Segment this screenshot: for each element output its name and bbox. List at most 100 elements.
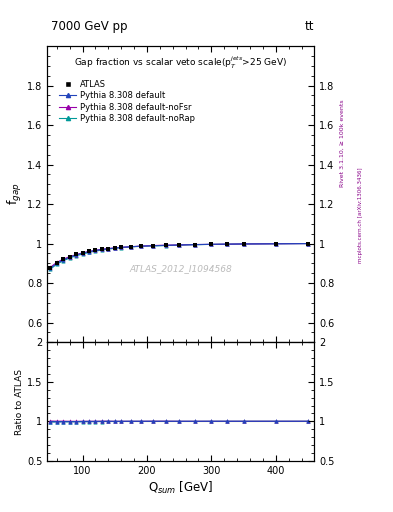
Pythia 8.308 default-noRap — [151, 243, 156, 249]
Pythia 8.308 default — [80, 250, 85, 257]
Pythia 8.308 default-noFsr — [209, 241, 214, 247]
Pythia 8.308 default-noRap — [93, 248, 98, 254]
Pythia 8.308 default-noRap — [209, 241, 214, 247]
Pythia 8.308 default — [112, 245, 117, 251]
ATLAS — [151, 243, 156, 249]
Pythia 8.308 default — [119, 244, 123, 250]
Y-axis label: Ratio to ATLAS: Ratio to ATLAS — [15, 369, 24, 435]
Pythia 8.308 default-noFsr — [93, 247, 98, 253]
Pythia 8.308 default — [74, 252, 79, 258]
Pythia 8.308 default-noRap — [48, 266, 53, 272]
Line: ATLAS: ATLAS — [48, 241, 310, 270]
Pythia 8.308 default-noFsr — [106, 245, 111, 251]
ATLAS — [87, 248, 92, 254]
Line: Pythia 8.308 default: Pythia 8.308 default — [49, 242, 310, 270]
Pythia 8.308 default-noFsr — [99, 246, 104, 252]
ATLAS — [225, 241, 230, 247]
Pythia 8.308 default-noFsr — [80, 250, 85, 256]
Pythia 8.308 default — [177, 242, 182, 248]
Pythia 8.308 default-noRap — [55, 261, 59, 267]
ATLAS — [48, 265, 53, 271]
Text: Rivet 3.1.10, ≥ 100k events: Rivet 3.1.10, ≥ 100k events — [340, 99, 345, 187]
ATLAS — [112, 245, 117, 251]
Pythia 8.308 default-noFsr — [87, 248, 92, 254]
Text: 7000 GeV pp: 7000 GeV pp — [51, 20, 128, 33]
ATLAS — [80, 250, 85, 256]
Pythia 8.308 default-noRap — [61, 258, 66, 264]
ATLAS — [164, 242, 169, 248]
Pythia 8.308 default-noFsr — [193, 242, 198, 248]
ATLAS — [55, 260, 59, 266]
Pythia 8.308 default-noFsr — [55, 259, 59, 265]
ATLAS — [67, 253, 72, 260]
Line: Pythia 8.308 default-noFsr: Pythia 8.308 default-noFsr — [49, 242, 310, 269]
Pythia 8.308 default-noFsr — [225, 241, 230, 247]
Pythia 8.308 default — [209, 241, 214, 247]
Pythia 8.308 default-noFsr — [74, 251, 79, 258]
Pythia 8.308 default-noRap — [67, 255, 72, 261]
ATLAS — [193, 242, 198, 248]
Pythia 8.308 default-noRap — [177, 242, 182, 248]
Pythia 8.308 default-noFsr — [177, 242, 182, 248]
Y-axis label: f$_{gap}$: f$_{gap}$ — [6, 183, 24, 205]
Pythia 8.308 default — [67, 254, 72, 260]
Pythia 8.308 default-noFsr — [112, 245, 117, 251]
Pythia 8.308 default — [99, 246, 104, 252]
Pythia 8.308 default-noRap — [106, 246, 111, 252]
Pythia 8.308 default-noFsr — [48, 264, 53, 270]
ATLAS — [177, 242, 182, 248]
Pythia 8.308 default — [129, 244, 133, 250]
Pythia 8.308 default — [241, 241, 246, 247]
Pythia 8.308 default-noRap — [193, 242, 198, 248]
Pythia 8.308 default-noFsr — [164, 242, 169, 248]
Pythia 8.308 default — [106, 246, 111, 252]
Legend: ATLAS, Pythia 8.308 default, Pythia 8.308 default-noFsr, Pythia 8.308 default-no: ATLAS, Pythia 8.308 default, Pythia 8.30… — [59, 80, 195, 123]
Pythia 8.308 default-noRap — [74, 253, 79, 259]
Pythia 8.308 default-noFsr — [306, 241, 310, 247]
ATLAS — [241, 241, 246, 247]
Pythia 8.308 default — [48, 265, 53, 271]
Pythia 8.308 default — [93, 247, 98, 253]
ATLAS — [138, 243, 143, 249]
ATLAS — [129, 244, 133, 250]
Pythia 8.308 default-noRap — [129, 244, 133, 250]
Text: mcplots.cern.ch [arXiv:1306.3436]: mcplots.cern.ch [arXiv:1306.3436] — [358, 167, 363, 263]
ATLAS — [99, 246, 104, 252]
Pythia 8.308 default — [87, 249, 92, 255]
ATLAS — [209, 241, 214, 247]
Pythia 8.308 default-noRap — [112, 245, 117, 251]
Pythia 8.308 default-noFsr — [274, 241, 278, 247]
Pythia 8.308 default-noRap — [306, 241, 310, 247]
Pythia 8.308 default — [164, 242, 169, 248]
Pythia 8.308 default — [151, 243, 156, 249]
Line: Pythia 8.308 default-noRap: Pythia 8.308 default-noRap — [49, 242, 310, 271]
Pythia 8.308 default-noFsr — [119, 244, 123, 250]
Pythia 8.308 default-noRap — [225, 241, 230, 247]
ATLAS — [106, 246, 111, 252]
ATLAS — [274, 241, 278, 247]
ATLAS — [119, 244, 123, 250]
Pythia 8.308 default-noRap — [80, 251, 85, 257]
Pythia 8.308 default-noFsr — [67, 253, 72, 260]
Pythia 8.308 default — [61, 257, 66, 263]
ATLAS — [306, 241, 310, 247]
Pythia 8.308 default-noFsr — [241, 241, 246, 247]
Pythia 8.308 default — [274, 241, 278, 247]
Pythia 8.308 default-noFsr — [151, 243, 156, 249]
Text: ATLAS_2012_I1094568: ATLAS_2012_I1094568 — [129, 264, 232, 273]
Pythia 8.308 default-noRap — [138, 243, 143, 249]
Pythia 8.308 default — [193, 242, 198, 248]
Pythia 8.308 default-noRap — [164, 243, 169, 249]
Text: tt: tt — [305, 20, 314, 33]
ATLAS — [61, 257, 66, 263]
Text: Gap fraction vs scalar veto scale(p$_T^{jets}$>25 GeV): Gap fraction vs scalar veto scale(p$_T^{… — [74, 55, 287, 71]
X-axis label: Q$_{sum}$ [GeV]: Q$_{sum}$ [GeV] — [148, 480, 213, 496]
Pythia 8.308 default — [306, 241, 310, 247]
Pythia 8.308 default-noRap — [119, 245, 123, 251]
Pythia 8.308 default — [55, 260, 59, 266]
ATLAS — [93, 247, 98, 253]
Pythia 8.308 default — [225, 241, 230, 247]
Pythia 8.308 default — [138, 243, 143, 249]
Pythia 8.308 default-noFsr — [129, 244, 133, 250]
Pythia 8.308 default-noFsr — [61, 256, 66, 262]
